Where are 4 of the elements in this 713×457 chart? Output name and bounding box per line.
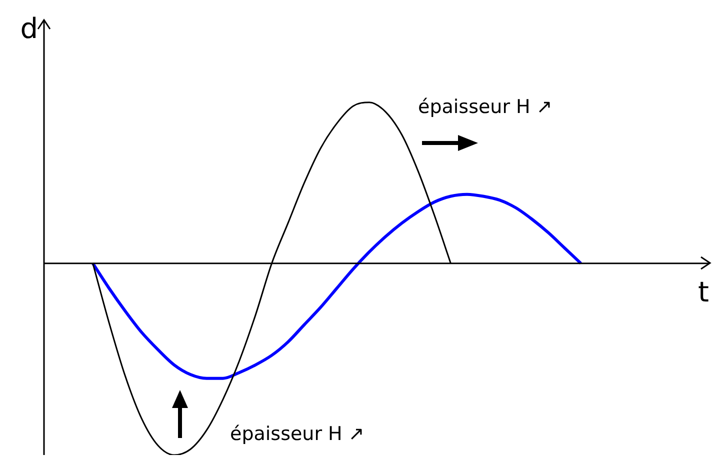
x-axis-title: t bbox=[698, 275, 710, 308]
y-axis-title: d bbox=[20, 12, 38, 45]
annotation: épaisseur H ↗ bbox=[418, 96, 552, 118]
annotation: épaisseur H ↗ bbox=[230, 423, 364, 445]
